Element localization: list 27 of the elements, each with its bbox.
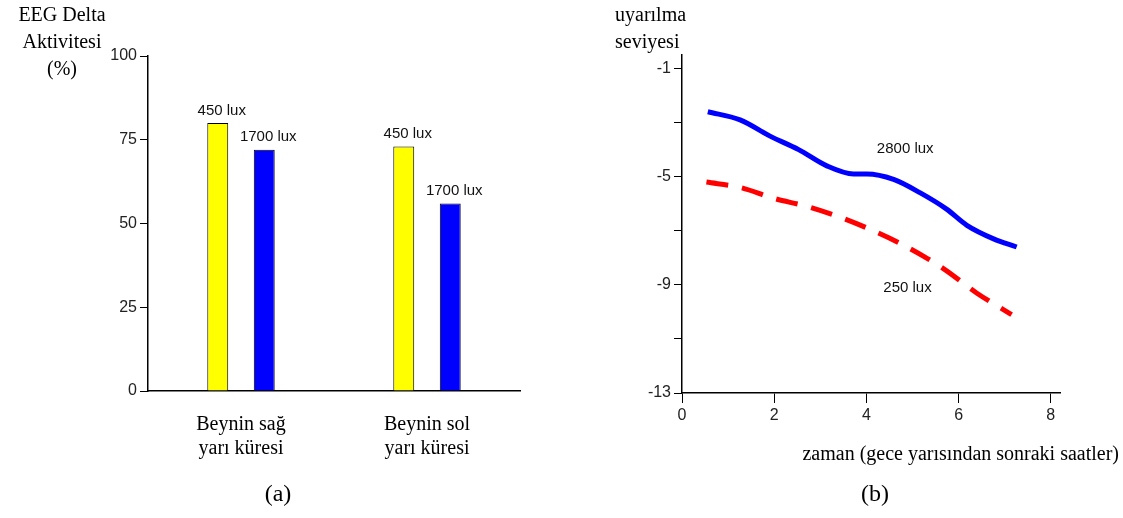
text: 450 lux [383,124,432,142]
text: (a) [264,480,292,507]
series-label: 450 lux [197,100,247,118]
y-tick-label: -9 [656,275,672,293]
series-label: 2800 lux [876,138,935,156]
y-tick-label: 50 [119,213,138,231]
series-label: 250 lux [883,278,933,296]
x-tick-label: 6 [954,406,964,424]
y-tick-label: 100 [110,46,138,64]
x-tick-label: 8 [1046,406,1056,424]
y-axis-title: uyarılma seviyesi [615,3,687,54]
x-tick-label: 0 [677,406,687,424]
y-tick-label: -1 [656,58,672,76]
y-tick-label: 75 [119,130,138,148]
text: 1700 lux [425,181,483,199]
x-tick-label: 2 [769,406,779,424]
x-axis-title: zaman (gece yarısından sonraki saatler) [802,442,1119,466]
x-tick-label: Beynin sol yarı küresi [383,412,471,460]
y-tick-label: -13 [647,383,672,401]
y-tick-label: 0 [128,381,138,399]
y-axis-title: EEG Delta Aktivitesi (%) [18,3,106,81]
x-tick-label: 4 [861,406,871,424]
series-label: 1700 lux [239,127,298,145]
text: (b) [861,480,889,507]
y-tick-label: -5 [656,167,672,185]
y-tick-label: 25 [119,297,138,315]
x-tick-label: Beynin sağ yarı küresi [196,412,286,460]
